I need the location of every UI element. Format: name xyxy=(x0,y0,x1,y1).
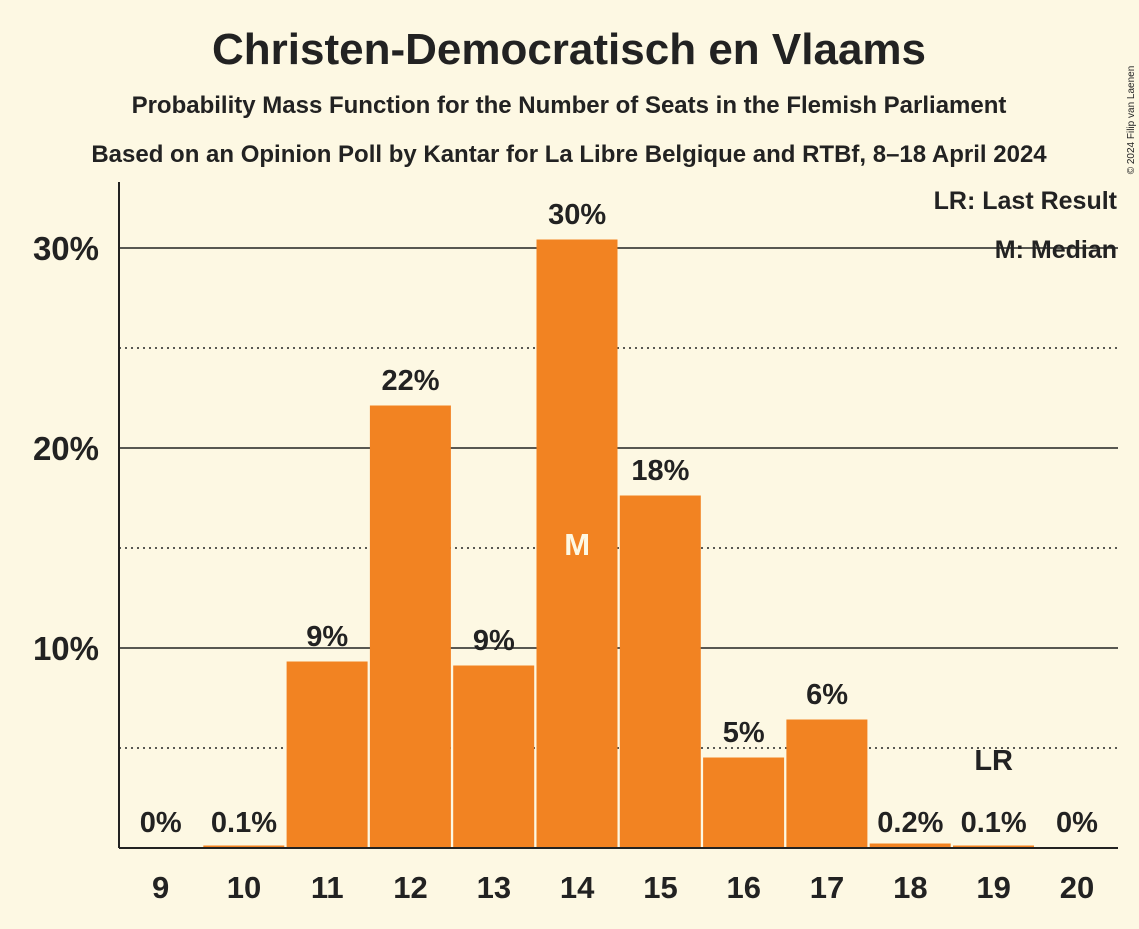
labels-layer: 0% 0.1% 9% 22% 9% 30% M 18% 5% 6% 0.2% 0.1% LR 0% xyxy=(140,199,1098,839)
grid-layer xyxy=(119,247,1118,749)
copyright-credit: © 2024 Filip van Laenen xyxy=(1126,66,1137,175)
data-label: 0.2% xyxy=(877,807,943,839)
data-label: 18% xyxy=(631,455,689,487)
x-tick-label: 10 xyxy=(227,870,261,905)
legend-last-result: LR: Last Result xyxy=(934,187,1118,215)
bar-17 xyxy=(786,719,868,849)
data-label: 30% xyxy=(548,199,606,231)
y-tick-label: 20% xyxy=(33,430,99,467)
x-tick-label: 9 xyxy=(152,870,169,905)
bar-16 xyxy=(703,757,785,849)
data-label: 9% xyxy=(473,625,515,657)
x-tick-label: 15 xyxy=(643,870,677,905)
x-tick-label: 13 xyxy=(477,870,511,905)
last-result-marker: LR xyxy=(974,745,1013,777)
data-label: 0.1% xyxy=(961,807,1027,839)
x-tick-label: 16 xyxy=(727,870,761,905)
bar-12 xyxy=(369,405,451,849)
x-tick-label: 14 xyxy=(560,870,595,905)
data-label: 6% xyxy=(806,679,848,711)
x-tick-label: 17 xyxy=(810,870,844,905)
bar-15 xyxy=(619,495,701,849)
data-label: 22% xyxy=(382,365,440,397)
data-label: 9% xyxy=(306,621,348,653)
x-tick-label: 11 xyxy=(311,870,344,905)
axis-layer: 10% 20% 30% 9 10 11 12 13 14 15 16 17 18 19 20 xyxy=(33,182,1118,905)
x-tick-label: 20 xyxy=(1060,870,1094,905)
x-tick-label: 19 xyxy=(976,870,1010,905)
chart-title: Christen-Democratisch en Vlaams xyxy=(212,25,926,74)
data-label: 0% xyxy=(140,807,182,839)
bar-13 xyxy=(453,665,535,849)
x-tick-label: 18 xyxy=(893,870,927,905)
median-marker: M xyxy=(564,527,590,562)
data-label: 0.1% xyxy=(211,807,277,839)
y-tick-label: 30% xyxy=(33,230,99,267)
data-label: 0% xyxy=(1056,807,1098,839)
chart-subtitle-source: Based on an Opinion Poll by Kantar for L… xyxy=(91,141,1047,168)
y-tick-label: 10% xyxy=(33,630,99,667)
bar-14 xyxy=(536,239,618,849)
legend-median: M: Median xyxy=(995,236,1117,264)
chart-subtitle: Probability Mass Function for the Number… xyxy=(132,92,1007,119)
bars-layer xyxy=(203,239,1034,849)
data-label: 5% xyxy=(723,717,765,749)
x-tick-label: 12 xyxy=(393,870,427,905)
bar-11 xyxy=(286,661,368,849)
